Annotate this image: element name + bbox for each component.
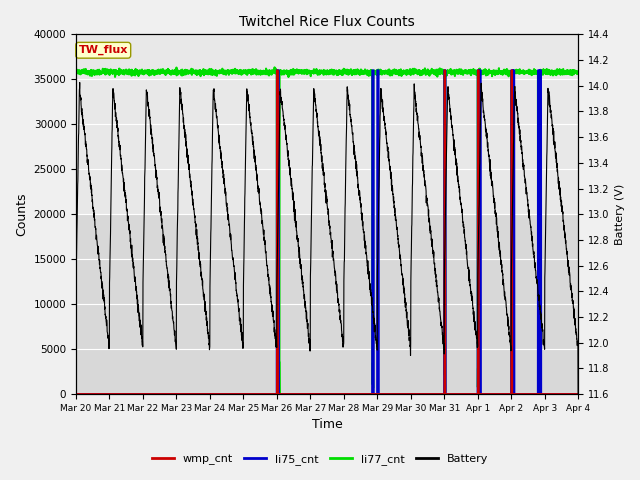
X-axis label: Time: Time xyxy=(312,419,342,432)
Text: TW_flux: TW_flux xyxy=(79,45,128,55)
Legend: wmp_cnt, li75_cnt, li77_cnt, Battery: wmp_cnt, li75_cnt, li77_cnt, Battery xyxy=(147,450,493,469)
Y-axis label: Counts: Counts xyxy=(15,192,28,236)
Bar xyxy=(76,35,578,214)
Y-axis label: Battery (V): Battery (V) xyxy=(615,184,625,245)
Title: Twitchel Rice Flux Counts: Twitchel Rice Flux Counts xyxy=(239,15,415,29)
